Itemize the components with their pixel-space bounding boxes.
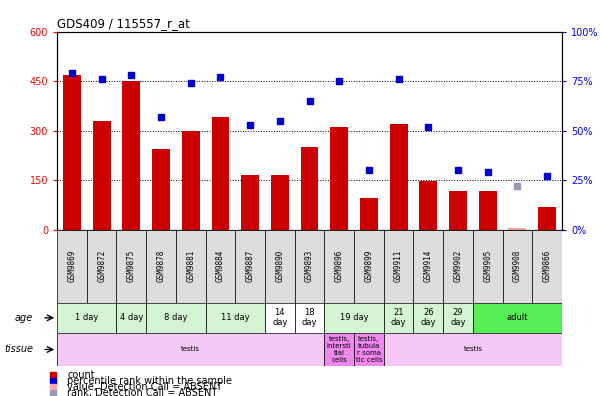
Text: GSM9875: GSM9875 [127,250,136,282]
Text: GSM9881: GSM9881 [186,250,195,282]
Bar [63,74,81,230]
Bar [325,230,354,303]
Bar [479,191,496,230]
Bar [206,303,265,333]
Bar [265,230,294,303]
Bar [449,191,467,230]
Text: rank, Detection Call = ABSENT: rank, Detection Call = ABSENT [67,388,218,396]
Text: 14
day: 14 day [272,308,287,327]
Bar [271,175,288,230]
Bar [117,230,146,303]
Bar [473,230,502,303]
Bar [325,333,354,366]
Bar [57,303,117,333]
Text: GSM9911: GSM9911 [394,250,403,282]
Text: GSM9878: GSM9878 [156,250,165,282]
Bar [241,175,259,230]
Text: 19 day: 19 day [340,313,368,322]
Bar [354,230,384,303]
Bar [57,333,325,366]
Text: testis,
intersti
tial
cells: testis, intersti tial cells [327,336,352,363]
Bar [152,149,170,230]
Bar [508,228,526,230]
Bar [235,230,265,303]
Text: GSM9869: GSM9869 [67,250,76,282]
Text: GSM9890: GSM9890 [275,250,284,282]
Bar [354,333,384,366]
Bar [146,303,206,333]
Text: testis: testis [182,346,200,352]
Bar [265,303,294,333]
Bar [300,147,319,230]
Bar [384,230,413,303]
Bar [473,303,562,333]
Bar [413,230,443,303]
Bar [123,81,140,230]
Text: tissue: tissue [4,345,33,354]
Bar [443,303,473,333]
Text: GSM9899: GSM9899 [364,250,373,282]
Text: percentile rank within the sample: percentile rank within the sample [67,376,232,386]
Bar [331,128,348,230]
Text: value, Detection Call = ABSENT: value, Detection Call = ABSENT [67,382,222,392]
Bar [502,230,532,303]
Bar [182,131,200,230]
Bar [325,303,384,333]
Text: testis: testis [463,346,483,352]
Bar [443,230,473,303]
Text: GDS409 / 115557_r_at: GDS409 / 115557_r_at [57,17,190,30]
Text: 11 day: 11 day [221,313,249,322]
Bar [360,198,378,230]
Text: GSM9905: GSM9905 [483,250,492,282]
Text: 21
day: 21 day [391,308,406,327]
Text: age: age [15,313,33,323]
Text: 1 day: 1 day [75,313,99,322]
Bar [384,303,413,333]
Text: adult: adult [507,313,528,322]
Bar [212,118,230,230]
Bar [532,230,562,303]
Text: GSM9866: GSM9866 [543,250,552,282]
Bar [419,181,437,230]
Text: GSM9872: GSM9872 [97,250,106,282]
Text: 26
day: 26 day [421,308,436,327]
Text: GSM9902: GSM9902 [454,250,463,282]
Bar [87,230,117,303]
Bar [93,121,111,230]
Text: GSM9884: GSM9884 [216,250,225,282]
Text: 29
day: 29 day [450,308,466,327]
Bar [57,230,87,303]
Text: GSM9914: GSM9914 [424,250,433,282]
Text: GSM9887: GSM9887 [246,250,255,282]
Bar [146,230,176,303]
Bar [117,303,146,333]
Bar [538,207,556,230]
Bar [176,230,206,303]
Bar [294,303,325,333]
Text: 4 day: 4 day [120,313,143,322]
Bar [413,303,443,333]
Bar [294,230,325,303]
Text: testis,
tubula
r soma
tic cells: testis, tubula r soma tic cells [356,336,382,363]
Text: 8 day: 8 day [164,313,188,322]
Text: count: count [67,370,95,380]
Text: GSM9896: GSM9896 [335,250,344,282]
Text: GSM9893: GSM9893 [305,250,314,282]
Text: GSM9908: GSM9908 [513,250,522,282]
Bar [389,124,407,230]
Text: 18
day: 18 day [302,308,317,327]
Bar [384,333,562,366]
Bar [206,230,235,303]
